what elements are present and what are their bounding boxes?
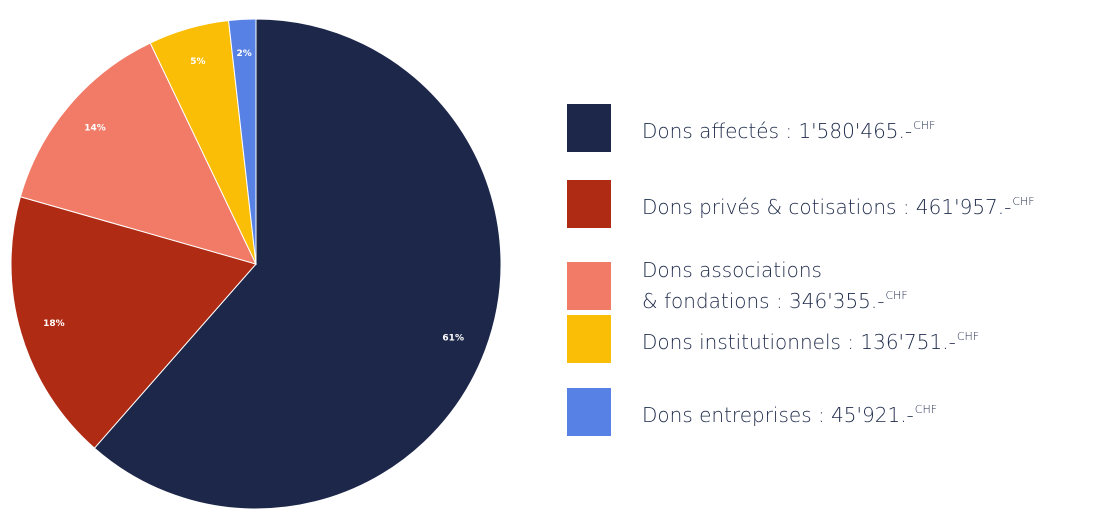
legend-label-text: Dons privés & cotisations : 461'957.- — [642, 194, 1012, 219]
legend-label-text: & fondations : 346'355.- — [642, 289, 885, 313]
slice-percent-label: 18% — [43, 319, 65, 329]
legend-item: Dons institutionnels : 136'751.-CHF — [567, 315, 979, 363]
legend-currency-unit: CHF — [885, 289, 908, 302]
legend-swatch — [567, 180, 611, 228]
legend-item: Dons entreprises : 45'921.-CHF — [567, 388, 937, 436]
legend-label-text: Dons entreprises : 45'921.- — [642, 402, 914, 427]
legend-currency-unit: CHF — [913, 118, 936, 132]
legend-item: Dons privés & cotisations : 461'957.-CHF — [567, 180, 1035, 228]
legend-label-line: Dons privés & cotisations : 461'957.-CHF — [642, 189, 1035, 220]
legend-label: Dons affectés : 1'580'465.-CHF — [642, 113, 935, 144]
pie-slice-2 — [10, 196, 257, 449]
pie-slice-3 — [19, 42, 257, 265]
legend-currency-unit: CHF — [956, 329, 980, 343]
legend-label: Dons privés & cotisations : 461'957.-CHF — [642, 189, 1035, 220]
pie-slice-5 — [228, 18, 257, 265]
legend-label: Dons institutionnels : 136'751.-CHF — [642, 324, 979, 355]
slice-percent-label: 2% — [237, 49, 252, 59]
legend-label-line: Dons entreprises : 45'921.-CHF — [642, 397, 937, 428]
legend-swatch — [567, 262, 611, 310]
legend-label-line: Dons institutionnels : 136'751.-CHF — [642, 324, 979, 355]
legend-label-line: & fondations : 346'355.-CHF — [642, 283, 908, 314]
legend-currency-unit: CHF — [1012, 194, 1035, 208]
legend-label-text: Dons associations — [642, 258, 822, 282]
legend-currency-unit: CHF — [914, 402, 938, 416]
legend-label: Dons associations & fondations : 346'355.… — [642, 258, 908, 314]
slice-percent-label: 14% — [84, 124, 106, 134]
legend-label: Dons entreprises : 45'921.-CHF — [642, 397, 937, 428]
pie-chart: 61% 18% 14% 5% 2% — [10, 18, 502, 510]
slice-percent-label: 61% — [442, 334, 464, 344]
legend-item: Dons associations & fondations : 346'355.… — [567, 258, 908, 314]
legend-label-line: Dons associations — [642, 258, 908, 283]
legend-item: Dons affectés : 1'580'465.-CHF — [567, 104, 935, 152]
slice-percent-label: 5% — [190, 57, 205, 67]
legend-swatch — [567, 388, 611, 436]
legend-label-text: Dons institutionnels : 136'751.- — [642, 329, 956, 354]
legend-swatch — [567, 315, 611, 363]
legend-label-line: Dons affectés : 1'580'465.-CHF — [642, 113, 935, 144]
pie-slice-1 — [93, 18, 502, 510]
legend-label-text: Dons affectés : 1'580'465.- — [642, 118, 913, 143]
legend-swatch — [567, 104, 611, 152]
